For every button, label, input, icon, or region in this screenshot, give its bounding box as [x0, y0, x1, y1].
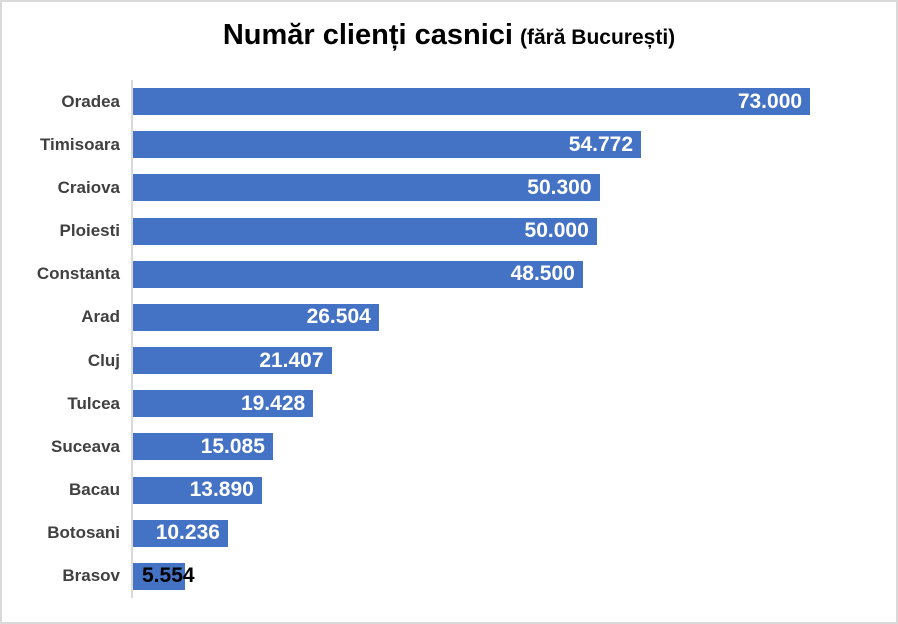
bar: 21.407: [133, 347, 332, 375]
value-label: 73.000: [737, 89, 803, 113]
bar: 10.236: [133, 519, 228, 547]
value-label: 15.085: [200, 434, 265, 458]
bar-row: Ploiesti 50.000: [2, 210, 896, 253]
value-label: 26.504: [306, 305, 371, 329]
category-label: Ploiesti: [59, 221, 120, 241]
bar-track: 5.554: [133, 562, 875, 590]
bar-row: Oradea 73.000: [2, 80, 896, 123]
bar-track: 19.428: [133, 390, 875, 418]
chart-title: Număr clienți casnici (fără București): [2, 18, 896, 57]
category-label: Botosani: [47, 523, 120, 543]
chart-title-note: (fără București): [519, 26, 676, 49]
bar-track: 10.236: [133, 519, 875, 547]
value-label: 48.500: [510, 262, 575, 286]
bar-row: Tulcea 19.428: [2, 382, 896, 425]
bar: 26.504: [133, 303, 379, 331]
bar-track: 15.085: [133, 433, 875, 461]
category-label: Bacau: [68, 480, 120, 500]
bar-row: Arad 26.504: [2, 296, 896, 339]
bar: 73.000: [133, 88, 811, 116]
bar-row: Botosani 10.236: [2, 512, 896, 555]
bar-track: 50.000: [133, 217, 875, 245]
plot-area: Oradea 73.000 Timisoara 54.772 Craiova 5…: [2, 80, 896, 598]
category-label: Oradea: [61, 91, 120, 111]
bar-track: 48.500: [133, 260, 875, 288]
category-label: Arad: [81, 307, 120, 327]
value-label: 10.236: [155, 521, 220, 545]
category-label: Tulcea: [67, 393, 120, 413]
category-axis-line: [131, 80, 133, 598]
value-label: 54.772: [568, 132, 633, 156]
value-label: 21.407: [259, 348, 324, 372]
value-label: 50.300: [527, 175, 592, 199]
bar: 13.890: [133, 476, 262, 504]
bar-track: 54.772: [133, 131, 875, 159]
bar: 5.554: [133, 562, 195, 590]
bar-track: 50.300: [133, 174, 875, 202]
category-label: Timisoara: [39, 134, 120, 154]
bar: 15.085: [133, 433, 273, 461]
bar-row: Brasov 5.554: [2, 555, 896, 598]
bar-row: Suceava 15.085: [2, 425, 896, 468]
bar-row: Constanta 48.500: [2, 253, 896, 296]
bar-row: Bacau 13.890: [2, 469, 896, 512]
bar-rows: Oradea 73.000 Timisoara 54.772 Craiova 5…: [2, 80, 896, 598]
bar: 19.428: [133, 390, 314, 418]
bar-track: 13.890: [133, 476, 875, 504]
value-label: 50.000: [524, 219, 589, 243]
value-label: 13.890: [189, 478, 254, 502]
bar: 50.300: [133, 174, 600, 202]
bar: 54.772: [133, 131, 641, 159]
chart-title-main: Număr clienți casnici: [222, 19, 513, 51]
bar-row: Cluj 21.407: [2, 339, 896, 382]
category-label: Cluj: [87, 350, 120, 370]
category-label: Constanta: [36, 264, 120, 284]
bar: 50.000: [133, 217, 597, 245]
category-label: Suceava: [51, 436, 120, 456]
bar: 48.500: [133, 260, 583, 288]
bar-row: Craiova 50.300: [2, 166, 896, 209]
bar-track: 26.504: [133, 303, 875, 331]
bar-track: 73.000: [133, 88, 875, 116]
bar-row: Timisoara 54.772: [2, 123, 896, 166]
value-label: 19.428: [240, 391, 306, 415]
value-label: 5.554: [142, 564, 195, 588]
category-label: Brasov: [62, 566, 120, 586]
bar-track: 21.407: [133, 347, 875, 375]
category-label: Craiova: [57, 177, 120, 197]
